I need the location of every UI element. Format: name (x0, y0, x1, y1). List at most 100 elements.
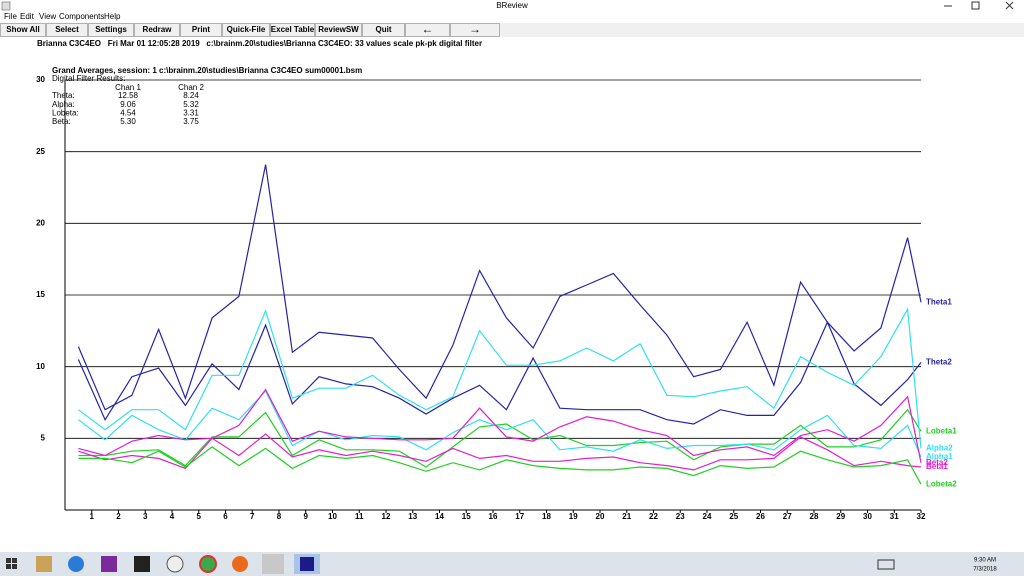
menu-item[interactable]: Edit (20, 12, 35, 21)
x-tick-label: 11 (355, 512, 364, 521)
results-title: Digital Filter Results: (52, 74, 125, 83)
results-cell: 5.30 (120, 117, 136, 126)
toolbar-button[interactable] (134, 23, 180, 37)
taskbar-icon[interactable] (101, 556, 117, 572)
toolbar-button-label[interactable]: Redraw (143, 25, 173, 34)
chart-title: Grand Averages, session: 1 c:\brainm.20\… (52, 66, 362, 75)
maximize-button[interactable] (971, 1, 980, 10)
series-line (77, 320, 922, 425)
series-label: Theta1 (926, 297, 952, 306)
toolbar-button[interactable] (450, 23, 500, 37)
series-label: Alpha1 (926, 452, 953, 461)
x-tick-label: 22 (649, 512, 658, 521)
toolbar-button-label[interactable]: → (469, 22, 481, 36)
tray-keyboard[interactable] (877, 559, 895, 570)
toolbar-button-label[interactable]: ← (422, 22, 434, 36)
results-column-header: Chan 1 (115, 83, 141, 92)
toolbar-button-label[interactable]: ReviewSW (318, 25, 359, 34)
toolbar-button[interactable] (405, 23, 450, 37)
results-row-label: Beta: (52, 117, 71, 126)
title-bar (0, 0, 1024, 12)
x-tick-label: 31 (890, 512, 899, 521)
toolbar-button-label[interactable]: Print (192, 25, 211, 34)
toolbar-button[interactable] (46, 23, 88, 37)
results-cell: 12.58 (118, 91, 139, 100)
results-cell: 9.06 (120, 100, 136, 109)
x-tick-label: 7 (250, 512, 255, 521)
menu-item[interactable]: Components (59, 12, 104, 21)
x-tick-label: 8 (277, 512, 282, 521)
x-tick-label: 26 (756, 512, 765, 521)
taskbar-icon[interactable] (199, 555, 217, 573)
taskbar-icon[interactable] (300, 557, 314, 571)
toolbar-button[interactable] (362, 23, 405, 37)
window-title: BReview (496, 1, 528, 10)
taskbar-icon[interactable] (134, 556, 150, 572)
x-tick-label: 6 (223, 512, 228, 521)
toolbar-button[interactable] (315, 23, 362, 37)
x-tick-label: 1 (90, 512, 95, 521)
x-tick-label: 13 (408, 512, 417, 521)
toolbar-button-label[interactable]: Select (55, 25, 79, 34)
menu-bar (0, 12, 1024, 23)
tray-date: 7/3/2018 (973, 567, 997, 573)
series-label: Beta1 (926, 462, 948, 471)
toolbar-button[interactable] (180, 23, 222, 37)
taskbar-icon[interactable] (166, 555, 184, 573)
x-tick-label: 27 (783, 512, 792, 521)
x-tick-label: 20 (596, 512, 605, 521)
start-button[interactable] (6, 558, 17, 569)
toolbar-button[interactable] (0, 23, 46, 37)
y-tick-label: 10 (36, 362, 45, 371)
results-row-label: Alpha: (52, 100, 75, 109)
toolbar-button-label[interactable]: Quick-File (227, 25, 266, 34)
x-tick-label: 2 (116, 512, 121, 521)
toolbar-button-label[interactable]: Settings (95, 25, 127, 34)
series-line (78, 307, 922, 449)
x-tick-label: 18 (542, 512, 551, 521)
taskbar-icon[interactable] (68, 556, 84, 572)
toolbar-button[interactable] (88, 23, 134, 37)
x-tick-label: 12 (382, 512, 391, 521)
toolbar-button[interactable] (222, 23, 270, 37)
x-tick-label: 21 (622, 512, 631, 521)
series-label: Alpha2 (926, 443, 953, 452)
series-line (78, 446, 922, 485)
toolbar-button-label[interactable]: Show All (6, 25, 39, 34)
taskbar (0, 552, 1024, 576)
y-tick-label: 15 (36, 290, 45, 299)
series-line (78, 408, 922, 468)
close-button[interactable] (1005, 1, 1014, 10)
toolbar-button-label[interactable]: Quit (376, 25, 392, 34)
y-tick-label: 30 (36, 75, 45, 84)
x-tick-label: 16 (489, 512, 498, 521)
toolbar-button-label[interactable]: Excel Table (271, 25, 315, 34)
x-tick-label: 30 (863, 512, 872, 521)
series-line (78, 389, 922, 458)
taskbar-icon[interactable] (262, 554, 284, 574)
toolbar-button[interactable] (270, 23, 315, 37)
x-tick-label: 24 (703, 512, 712, 521)
taskbar-icon[interactable] (232, 556, 248, 572)
series-label: Lobeta1 (926, 426, 957, 435)
menu-item[interactable]: Help (104, 12, 121, 21)
x-tick-label: 23 (676, 512, 685, 521)
x-tick-label: 3 (143, 512, 148, 521)
x-tick-label: 28 (810, 512, 819, 521)
x-tick-label: 10 (328, 512, 337, 521)
x-tick-label: 5 (197, 512, 202, 521)
results-column-header: Chan 2 (178, 83, 204, 92)
info-line: Brianna C3C4EO Fri Mar 01 12:05:28 2019 … (37, 39, 482, 48)
taskbar-icon[interactable] (36, 556, 52, 572)
results-cell: 8.24 (183, 91, 199, 100)
x-tick-label: 19 (569, 512, 578, 521)
x-tick-label: 14 (435, 512, 444, 521)
menu-item[interactable]: View (39, 12, 56, 21)
x-tick-label: 9 (304, 512, 309, 521)
results-row-label: Lobeta: (52, 109, 79, 118)
series-label: Beta2 (926, 458, 948, 467)
results-cell: 3.31 (183, 109, 199, 118)
menu-item[interactable]: File (4, 12, 17, 21)
